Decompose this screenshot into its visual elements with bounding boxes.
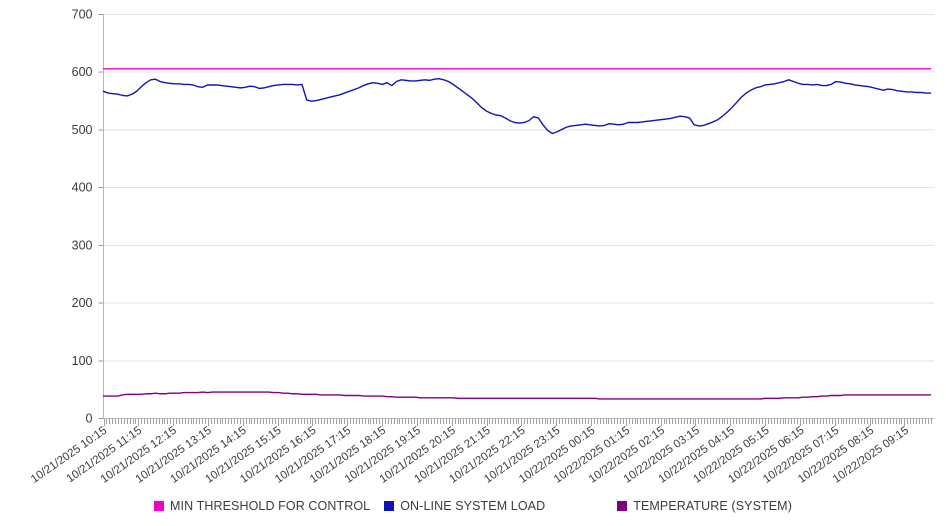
y-axis-tick-label: 100: [72, 354, 93, 368]
y-axis-tick-label: 400: [72, 181, 93, 195]
legend-swatch-on-line-system-load: [384, 501, 395, 511]
legend-label-temperature-system: TEMPERATURE (SYSTEM): [633, 499, 792, 513]
data-series: [102, 68, 932, 400]
legend-swatch-temperature-system: [617, 501, 628, 511]
legend-item-temperature-system[interactable]: TEMPERATURE (SYSTEM): [617, 499, 792, 513]
y-axis-tick-label: 200: [72, 296, 93, 310]
gridlines: [103, 14, 935, 362]
legend-item-min-threshold-for-control[interactable]: MIN THRESHOLD FOR CONTROL: [154, 499, 370, 513]
chart-legend: MIN THRESHOLD FOR CONTROL ON-LINE SYSTEM…: [0, 494, 946, 518]
series-line-load: [102, 77, 932, 135]
series-line-temperature: [102, 391, 932, 400]
y-axis-tick-label: 700: [72, 8, 93, 22]
x-axis-minor-ticks: [104, 419, 932, 426]
legend-label-min-threshold-for-control: MIN THRESHOLD FOR CONTROL: [170, 499, 371, 513]
legend-swatch-min-threshold-for-control: [154, 501, 165, 511]
legend-label-on-line-system-load: ON-LINE SYSTEM LOAD: [400, 499, 546, 513]
y-axis-tick-label: 500: [72, 123, 93, 137]
y-axis-tick-label: 600: [72, 65, 93, 79]
y-axis-ticks: 0 100 200 300 400 500 600 700: [72, 8, 104, 426]
legend-item-on-line-system-load[interactable]: ON-LINE SYSTEM LOAD: [384, 499, 545, 513]
y-axis-tick-label: 0: [86, 412, 93, 426]
y-axis-tick-label: 300: [72, 238, 93, 252]
